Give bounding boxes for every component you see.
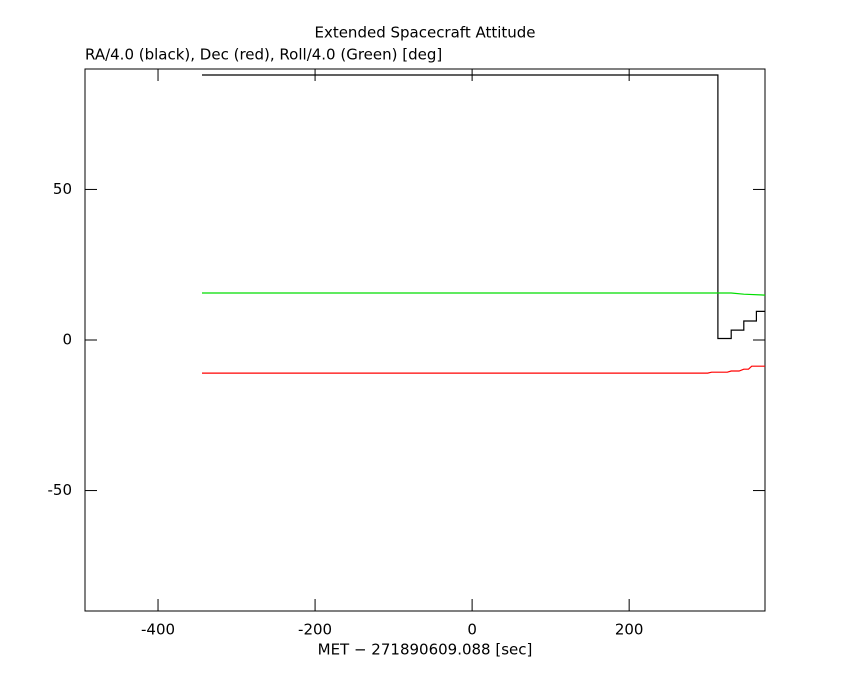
- x-tick-label: 0: [467, 621, 477, 639]
- y-tick-label: 0: [62, 331, 72, 349]
- x-axis-label: MET − 271890609.088 [sec]: [318, 641, 533, 659]
- x-tick-label: -400: [141, 621, 175, 639]
- x-tick-label: 200: [615, 621, 644, 639]
- data-line: [202, 74, 765, 340]
- data-line: [202, 292, 766, 296]
- plot-frame: [84, 68, 766, 612]
- chart-subtitle: RA/4.0 (black), Dec (red), Roll/4.0 (Gre…: [85, 46, 442, 64]
- data-line: [202, 365, 765, 374]
- chart-title: Extended Spacecraft Attitude: [314, 24, 535, 42]
- y-tick-label: 50: [53, 180, 72, 198]
- y-tick-label: -50: [48, 481, 73, 499]
- x-tick-label: -200: [298, 621, 332, 639]
